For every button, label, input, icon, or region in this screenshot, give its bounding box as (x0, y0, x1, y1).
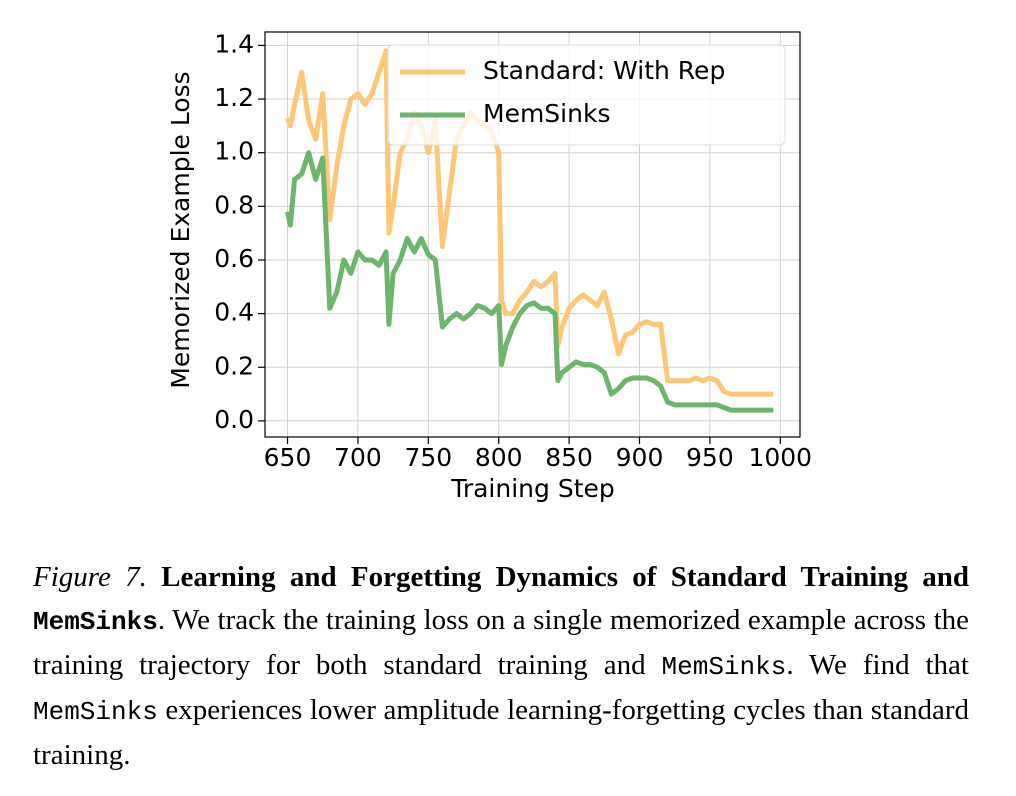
x-tick-label: 900 (616, 443, 664, 472)
data-line (285, 48, 774, 397)
x-tick-label: 1000 (748, 443, 812, 472)
caption-text: . We track the training loss on a single… (33, 604, 969, 681)
x-tick-label: 750 (404, 443, 452, 472)
x-tick-label: 850 (545, 443, 593, 472)
caption-text: MemSinks (33, 607, 158, 637)
legend: Standard: With Rep MemSinks (387, 44, 786, 146)
plot-frame (264, 31, 801, 438)
x-axis-label: Training Step (450, 474, 615, 503)
x-tick-label: 650 (264, 443, 312, 472)
caption-text: MemSinks (33, 697, 158, 727)
data-line (285, 150, 774, 413)
legend-label: MemSinks (483, 99, 610, 128)
x-tick-label: 950 (686, 443, 734, 472)
caption-text: Figure 7. (33, 561, 147, 593)
x-tick-label: 700 (334, 443, 382, 472)
chart: Training Step Memorized Example Loss 0.0… (166, 29, 812, 503)
legend-label: Standard: With Rep (483, 56, 725, 85)
y-axis-label: Memorized Example Loss (166, 71, 195, 388)
legend-box (387, 44, 786, 146)
y-tick-label: 0.6 (214, 244, 254, 273)
y-tick-label: 0.8 (214, 190, 254, 219)
y-tick-label: 0.2 (214, 351, 254, 380)
caption-text: MemSinks (661, 652, 787, 682)
caption-text: Learning and Forgetting Dynamics of Stan… (146, 561, 969, 593)
y-tick-label: 1.2 (214, 83, 254, 112)
caption-text: experiences lower amplitude learning-for… (33, 694, 969, 771)
caption-text: . We find that (786, 649, 969, 681)
y-tick-label: 0.4 (214, 298, 254, 327)
y-tick-label: 1.4 (214, 29, 254, 58)
x-tick-label: 800 (475, 443, 523, 472)
y-tick-label: 0.0 (214, 405, 254, 434)
caption: Figure 7. Learning and Forgetting Dynami… (33, 556, 969, 777)
y-tick-label: 1.0 (214, 137, 254, 166)
